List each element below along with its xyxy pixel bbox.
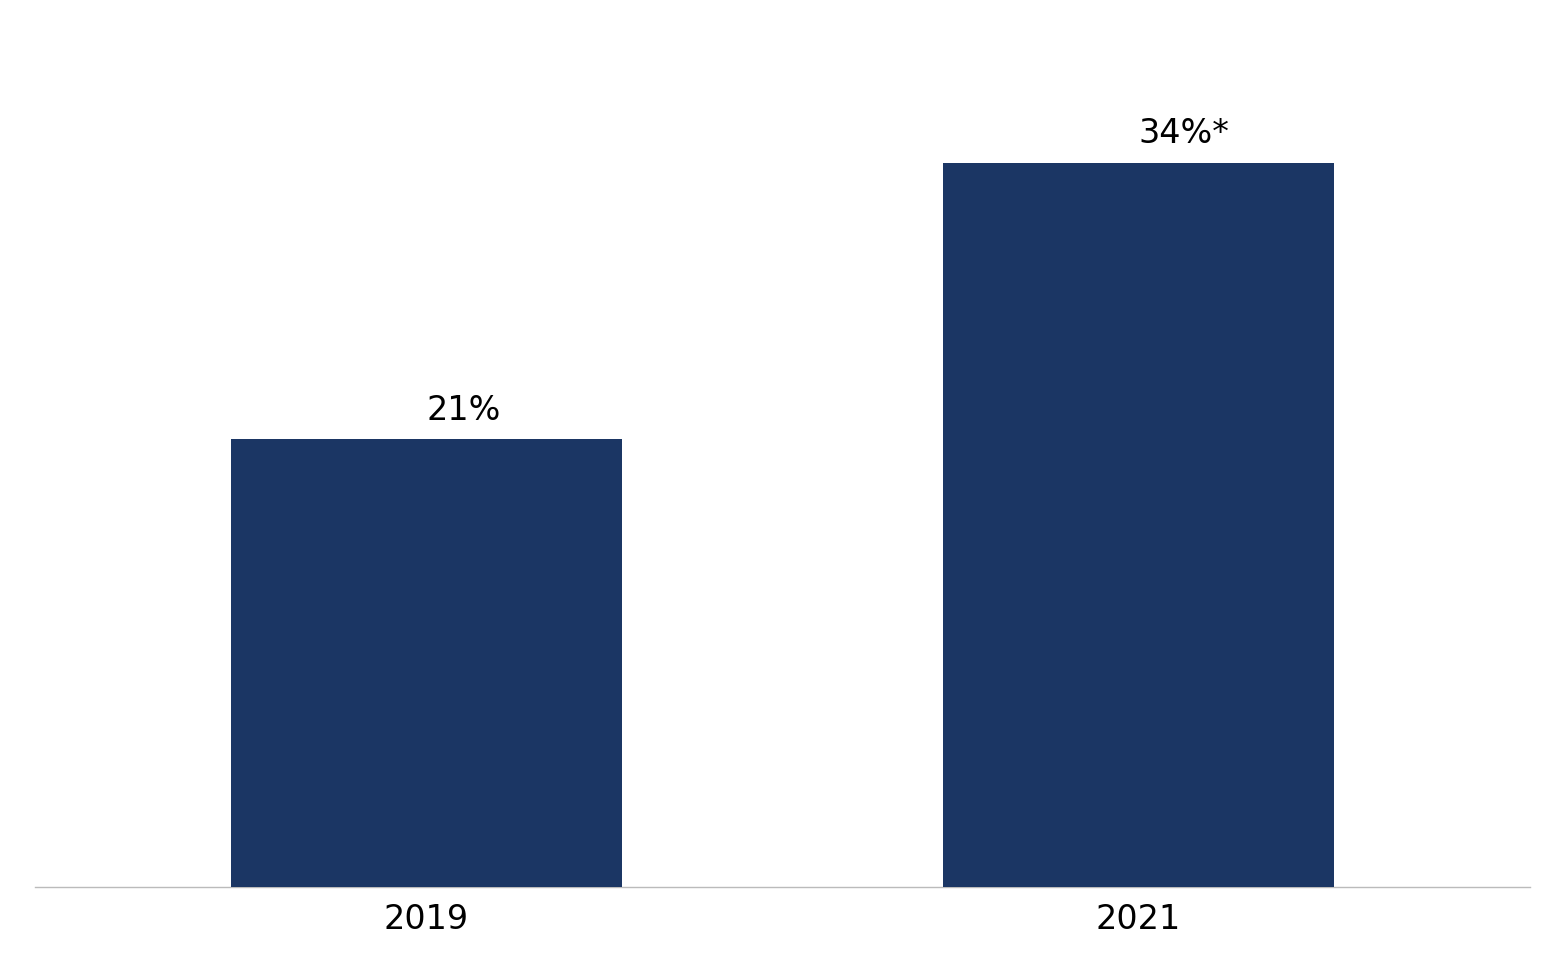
Text: 21%: 21%: [426, 393, 501, 426]
Bar: [942, 162, 1335, 887]
Text: 34%*: 34%*: [1139, 117, 1230, 150]
Bar: [230, 439, 623, 887]
